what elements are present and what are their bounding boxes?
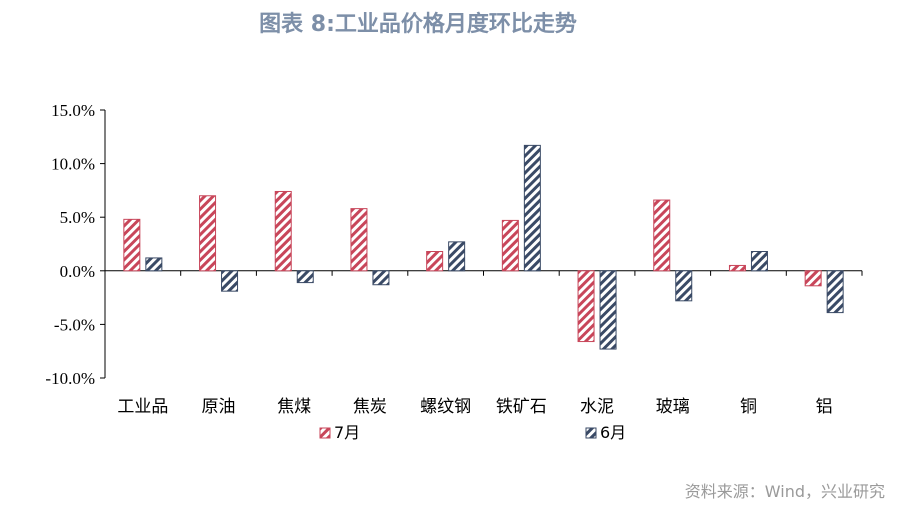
- bar-series1-6: [577, 270, 595, 343]
- legend-label-1: 7月: [334, 423, 360, 442]
- bar-series1-9: [804, 270, 822, 287]
- bar-series2-3: [372, 270, 390, 286]
- x-category-label: 玻璃: [656, 397, 690, 417]
- bar-series2-1: [221, 270, 239, 292]
- x-category-label: 焦煤: [277, 397, 311, 417]
- legend-label-2: 6月: [600, 423, 626, 442]
- bar-series1-2: [274, 190, 292, 272]
- legend: 7月 6月: [319, 423, 626, 442]
- bar-series2-6: [599, 270, 617, 350]
- bar-series1-8: [728, 264, 746, 272]
- chart-title: 图表 8:工业品价格月度环比走势: [259, 12, 577, 37]
- bar-series1-0: [123, 218, 141, 272]
- bar-series1-3: [350, 208, 368, 272]
- x-category-label: 铁矿石: [496, 397, 547, 417]
- bar-series2-4: [448, 241, 466, 272]
- legend-swatch-1: [319, 427, 331, 439]
- y-tick-label: 5.0%: [60, 208, 95, 227]
- x-category-label: 螺纹钢: [420, 397, 471, 417]
- x-category-label: 铜: [740, 397, 757, 417]
- bar-series2-5: [523, 144, 541, 272]
- bar-series2-0: [145, 257, 163, 272]
- x-category-label: 原油: [202, 397, 236, 417]
- axes: 15.0% 10.0% 5.0% 0.0% -5.0% -10.0% 工业品 原油 焦煤 焦炭 螺纹…: [45, 101, 863, 417]
- bar-series1-5: [501, 219, 519, 272]
- bar-series2-7: [675, 270, 693, 302]
- y-tick-label: 15.0%: [51, 101, 95, 120]
- bar-series1-1: [199, 195, 217, 272]
- bar-series2-8: [750, 251, 768, 272]
- x-category-label: 焦炭: [353, 397, 387, 417]
- x-category-label: 水泥: [580, 397, 614, 417]
- legend-swatch-2: [585, 427, 597, 439]
- y-tick-label: -10.0%: [45, 369, 95, 388]
- x-category-label: 铝: [816, 397, 833, 417]
- bar-series2-9: [826, 270, 844, 314]
- y-tick-label: -5.0%: [54, 315, 95, 334]
- y-tick-label: 10.0%: [51, 155, 95, 174]
- bar-series1-7: [653, 199, 671, 272]
- bars: [123, 144, 844, 350]
- y-tick-label: 0.0%: [60, 262, 95, 281]
- bar-series1-4: [426, 251, 444, 272]
- x-category-label: 工业品: [117, 397, 168, 417]
- source-note: 资料来源：Wind，兴业研究: [684, 482, 885, 501]
- bar-series2-2: [296, 270, 314, 284]
